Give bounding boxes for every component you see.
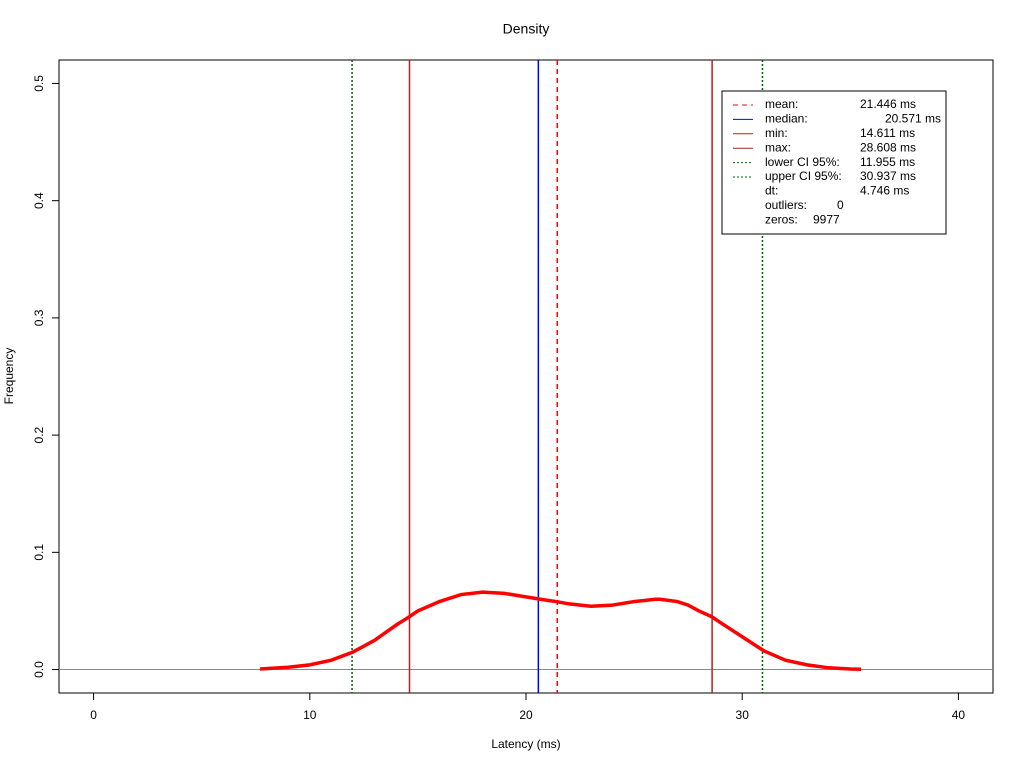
legend-value: 28.608 ms (860, 140, 916, 154)
x-tick-label: 10 (303, 708, 317, 722)
x-tick-label: 20 (519, 708, 533, 722)
density-curve (259, 590, 862, 671)
legend-value: 9977 (813, 212, 840, 226)
y-tick-label: 0.5 (32, 75, 46, 92)
y-tick-label: 0.3 (32, 309, 46, 326)
legend-label: upper CI 95%: (765, 169, 842, 183)
x-tick-label: 30 (736, 708, 750, 722)
y-tick-label: 0.1 (32, 544, 46, 561)
legend-label: mean: (765, 97, 798, 111)
legend-label: dt: (765, 184, 778, 198)
legend-value: 20.571 ms (885, 112, 941, 126)
legend-value: 30.937 ms (860, 169, 916, 183)
legend-value: 4.746 ms (860, 184, 909, 198)
legend-label: min: (765, 126, 788, 140)
legend-value: 14.611 ms (860, 126, 915, 140)
y-axis-label: Frequency (2, 348, 16, 405)
y-tick-label: 0.4 (32, 192, 46, 209)
x-tick-label: 0 (90, 708, 97, 722)
x-axis-label: Latency (ms) (491, 737, 560, 751)
legend-box (721, 90, 947, 235)
y-tick-label: 0.0 (32, 661, 46, 678)
legend-value: 0 (837, 198, 844, 212)
chart-title: Density (503, 21, 550, 37)
legend-label: outliers: (765, 198, 807, 212)
legend-value: 21.446 ms (860, 97, 916, 111)
y-tick-label: 0.2 (32, 426, 46, 443)
legend-label: max: (765, 140, 791, 154)
legend-label: median: (765, 112, 808, 126)
x-tick-label: 40 (952, 708, 966, 722)
legend-value: 11.955 ms (860, 155, 915, 169)
legend-label: zeros: (765, 212, 798, 226)
legend-label: lower CI 95%: (765, 155, 840, 169)
